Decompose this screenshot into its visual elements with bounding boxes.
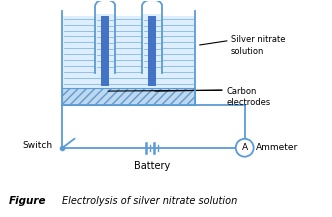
Circle shape <box>236 139 254 157</box>
Bar <box>62 16 195 105</box>
Bar <box>143 14 161 73</box>
Text: Silver nitrate
solution: Silver nitrate solution <box>231 35 285 56</box>
Bar <box>148 16 156 86</box>
Text: Carbon
electrodes: Carbon electrodes <box>227 87 271 107</box>
Text: Switch: Switch <box>22 141 52 150</box>
Bar <box>101 16 109 86</box>
Text: A: A <box>242 143 248 152</box>
Text: Electrolysis of silver nitrate solution: Electrolysis of silver nitrate solution <box>62 196 238 206</box>
Text: Ammeter: Ammeter <box>256 143 298 152</box>
Text: Figure: Figure <box>9 196 46 206</box>
Bar <box>62 88 195 105</box>
Bar <box>96 14 114 73</box>
Text: Battery: Battery <box>134 161 170 171</box>
